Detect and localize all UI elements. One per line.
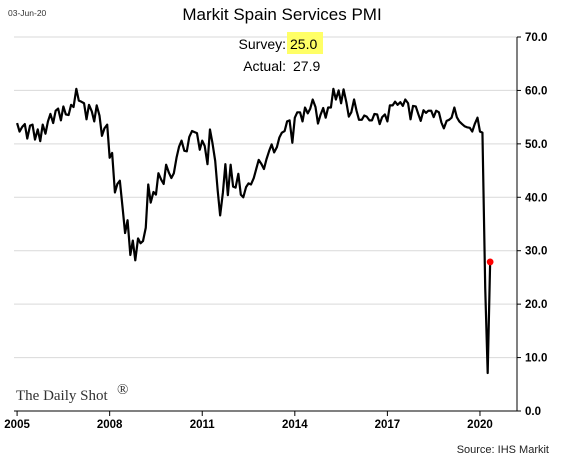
- x-tick-label: 2020: [467, 419, 493, 431]
- x-axis-ticks: 2005 2008 2011 2014 2017 2020: [4, 411, 493, 431]
- x-tick-label: 2017: [375, 419, 401, 431]
- x-tick-label: 2008: [97, 419, 123, 431]
- survey-value: 25.0: [290, 36, 317, 52]
- y-tick-label: 40.0: [525, 192, 547, 204]
- y-tick-label: 10.0: [525, 353, 547, 365]
- source-label: Source: IHS Markit: [457, 444, 549, 456]
- daily-shot-logo: The Daily Shot ®: [16, 382, 128, 404]
- x-tick-label: 2014: [282, 419, 308, 431]
- y-tick-label: 0.0: [525, 406, 541, 418]
- y-tick-label: 70.0: [525, 32, 547, 44]
- last-point-marker: [486, 258, 494, 266]
- y-tick-label: 30.0: [525, 246, 547, 258]
- date-label: 03-Jun-20: [8, 8, 47, 18]
- y-tick-label: 50.0: [525, 139, 547, 151]
- actual-value: 27.9: [293, 58, 320, 74]
- logo-mark: ®: [117, 382, 128, 398]
- x-tick-label: 2011: [190, 419, 216, 431]
- y-tick-label: 60.0: [525, 85, 547, 97]
- logo-text: The Daily Shot: [16, 388, 108, 404]
- actual-label: Actual:: [243, 58, 286, 74]
- y-axis-ticks: 0.0 10.0 20.0 30.0 40.0 50.0 60.0 70.0: [517, 32, 547, 418]
- y-tick-label: 20.0: [525, 299, 547, 311]
- survey-label: Survey:: [239, 36, 286, 52]
- chart-title: Markit Spain Services PMI: [182, 5, 381, 24]
- gridlines: [14, 36, 517, 359]
- series-line: [16, 87, 492, 375]
- x-tick-label: 2005: [4, 419, 30, 431]
- survey-highlight: [287, 32, 323, 54]
